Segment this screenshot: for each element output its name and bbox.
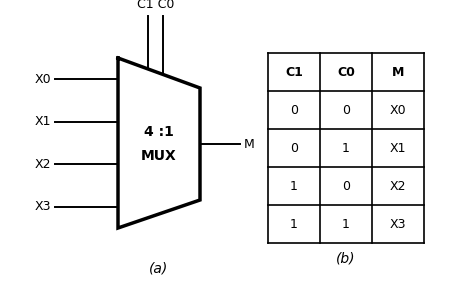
- Text: C1 C0: C1 C0: [137, 0, 174, 11]
- Text: X2: X2: [390, 180, 406, 193]
- Text: C1: C1: [285, 65, 303, 79]
- Text: 4 :1: 4 :1: [144, 125, 174, 139]
- Text: X1: X1: [390, 141, 406, 155]
- Text: 0: 0: [342, 104, 350, 116]
- Text: X1: X1: [35, 115, 51, 128]
- Text: 1: 1: [342, 217, 350, 230]
- Text: 1: 1: [290, 180, 298, 193]
- Text: (b): (b): [336, 252, 356, 266]
- Text: X0: X0: [390, 104, 406, 116]
- Text: 1: 1: [342, 141, 350, 155]
- Text: 0: 0: [290, 141, 298, 155]
- Text: M: M: [392, 65, 404, 79]
- Text: X2: X2: [35, 158, 51, 171]
- Text: MUX: MUX: [141, 148, 177, 162]
- Text: M: M: [244, 138, 255, 150]
- Text: X3: X3: [35, 200, 51, 213]
- Text: 1: 1: [290, 217, 298, 230]
- Text: (a): (a): [149, 262, 169, 276]
- Text: 0: 0: [342, 180, 350, 193]
- Text: 0: 0: [290, 104, 298, 116]
- Text: X0: X0: [35, 73, 51, 86]
- Text: C0: C0: [337, 65, 355, 79]
- Text: X3: X3: [390, 217, 406, 230]
